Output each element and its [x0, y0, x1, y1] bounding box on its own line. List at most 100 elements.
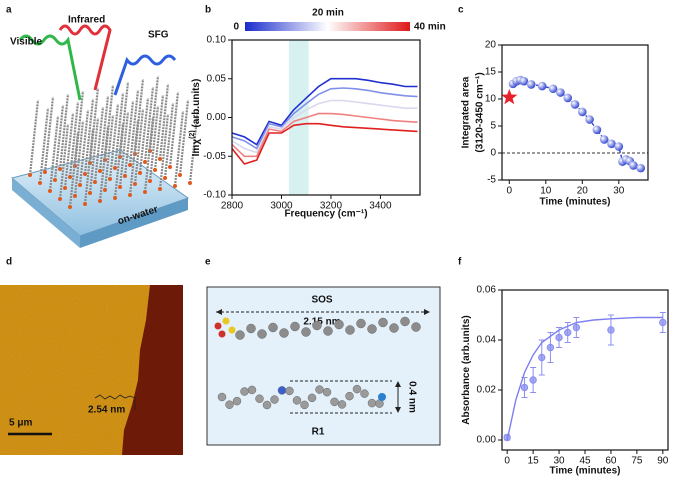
atom	[389, 323, 399, 333]
atom	[378, 317, 388, 328]
y-axis-label: (3120-3450 cm⁻¹)	[475, 72, 486, 152]
headgroup	[83, 172, 87, 176]
headgroup	[113, 166, 117, 170]
atom	[345, 325, 355, 335]
atom	[222, 317, 230, 325]
molecule-chain	[58, 93, 70, 170]
headgroup	[133, 182, 137, 186]
point	[614, 142, 624, 151]
x-axis-label: Time (minutes)	[540, 197, 611, 208]
molecule-chain	[173, 110, 185, 187]
headgroup	[53, 178, 57, 182]
atom	[307, 393, 317, 403]
atom	[262, 400, 272, 410]
x-tick-label: 0	[507, 186, 513, 197]
headgroup	[188, 181, 192, 185]
point	[538, 353, 546, 362]
headgroup	[78, 183, 82, 187]
headgroup	[43, 170, 47, 174]
headgroup	[173, 184, 177, 188]
headgroup	[128, 163, 132, 167]
atom	[247, 385, 257, 395]
x-tick-label: 90	[657, 456, 669, 467]
headgroup	[128, 193, 132, 197]
panel-d: d 5 μm 2.54 nm	[0, 257, 183, 455]
y-tick-label: 0.00	[207, 112, 227, 123]
point	[629, 161, 638, 170]
y-axis-label: Imχ(2) (arb.units)	[189, 79, 202, 157]
point	[546, 343, 555, 352]
point	[526, 80, 536, 89]
molecule-chain	[153, 94, 165, 171]
x-tick-label: 10	[540, 186, 552, 197]
atom	[315, 385, 324, 394]
y-axis-label-part: Absorbance (arb.units)	[461, 315, 472, 424]
headgroup	[73, 194, 77, 198]
point	[555, 333, 563, 342]
r1-label: R1	[312, 427, 325, 438]
atom	[218, 330, 226, 338]
headgroup	[108, 177, 112, 181]
atom	[292, 396, 302, 405]
molecule-chain	[113, 92, 125, 169]
headgroup	[153, 168, 157, 172]
molecule-chain	[168, 91, 180, 168]
headgroup	[68, 205, 72, 209]
x-tick-label: 30	[554, 456, 566, 467]
x-tick-label: 60	[605, 456, 617, 467]
atom	[352, 384, 362, 394]
molecule-chain	[88, 87, 100, 164]
y-tick-label: 10	[485, 94, 497, 105]
scale-bar-label: 5 μm	[9, 418, 32, 429]
headgroup	[48, 189, 52, 193]
y-tick-label: -5	[487, 175, 496, 186]
headgroup	[118, 185, 122, 189]
headgroup	[158, 157, 162, 161]
star-marker	[501, 88, 518, 105]
headgroup	[98, 199, 102, 203]
molecule-chain	[113, 122, 125, 199]
atom	[225, 400, 234, 409]
plot-frame	[501, 44, 649, 181]
x-tick-label: 0	[504, 456, 510, 467]
headgroup	[93, 180, 97, 184]
plot-frame	[501, 289, 669, 451]
x-tick-label: 75	[631, 456, 643, 467]
headgroup	[178, 173, 182, 177]
molecule-chain	[38, 107, 50, 184]
r1-thickness: 0.4 nm	[406, 381, 417, 413]
molecule-chain	[68, 131, 80, 208]
panel-letter: f	[458, 257, 462, 268]
molecule-chain	[133, 108, 145, 185]
molecule-chain	[28, 99, 40, 176]
series-line	[506, 316, 663, 441]
point	[564, 328, 572, 337]
substrate-side	[12, 178, 80, 248]
afm-bare-region	[122, 285, 183, 455]
y-axis-label: Absorbance (arb.units)	[461, 315, 472, 424]
panel-a: a Visible Infrared SFG on-water	[6, 5, 200, 248]
beam-label: SFG	[148, 30, 169, 41]
x-axis-label: Time (minutes)	[550, 466, 621, 477]
atom	[367, 324, 377, 334]
headgroup	[28, 173, 32, 177]
series-line	[231, 122, 418, 165]
atom	[257, 329, 267, 339]
series-line	[231, 77, 418, 146]
molecule-chain	[108, 103, 120, 180]
y-tick-label: 5	[490, 121, 496, 132]
x-tick-label: 3000	[270, 201, 293, 212]
atom	[356, 318, 366, 329]
molecule-chain	[78, 109, 90, 186]
atom	[337, 400, 347, 409]
y-tick-label: 0.05	[207, 73, 227, 84]
y-tick-label: -0.05	[203, 151, 226, 162]
y-tick-label: 0	[490, 148, 496, 159]
point	[572, 323, 581, 332]
substrate-side	[80, 198, 188, 248]
colorbar-label: 20 min	[312, 8, 344, 19]
point	[556, 88, 565, 97]
headgroup	[148, 179, 152, 183]
molecule-chain	[128, 119, 140, 196]
